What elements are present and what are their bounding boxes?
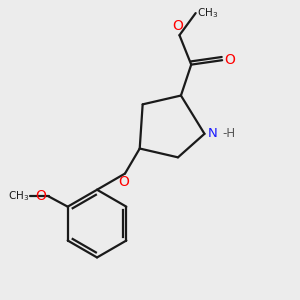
Text: -H: -H (223, 127, 236, 140)
Text: O: O (35, 189, 46, 203)
Text: O: O (118, 175, 129, 189)
Text: CH$_3$: CH$_3$ (8, 190, 29, 203)
Text: N: N (208, 127, 218, 140)
Text: O: O (224, 53, 236, 67)
Text: CH$_3$: CH$_3$ (197, 6, 218, 20)
Text: O: O (172, 19, 183, 33)
